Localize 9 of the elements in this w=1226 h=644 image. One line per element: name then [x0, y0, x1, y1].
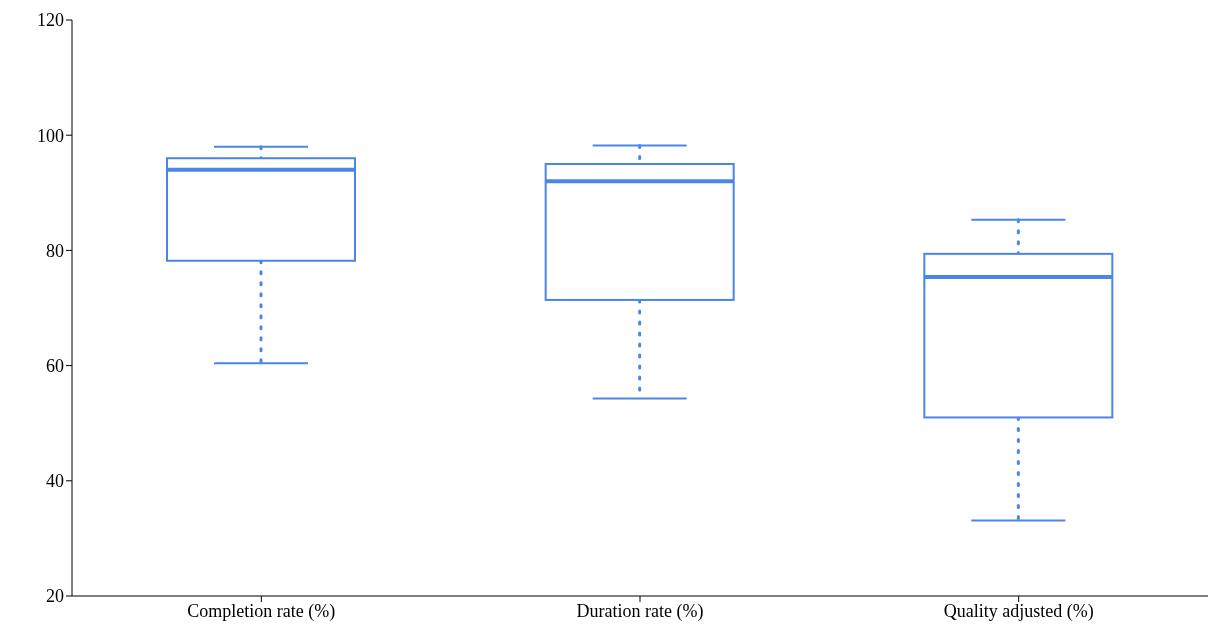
x-tick-label: Completion rate (%)	[187, 600, 336, 622]
y-tick-label: 40	[46, 471, 64, 492]
y-tick-label: 120	[37, 10, 64, 31]
y-tick-label: 20	[46, 586, 64, 607]
x-tick-label: Quality adjusted (%)	[943, 600, 1094, 622]
y-tick-label: 60	[46, 355, 64, 376]
y-tick-label: 100	[37, 125, 64, 146]
x-tick-label: Duration rate (%)	[576, 600, 704, 622]
y-tick-label: 80	[46, 240, 64, 261]
